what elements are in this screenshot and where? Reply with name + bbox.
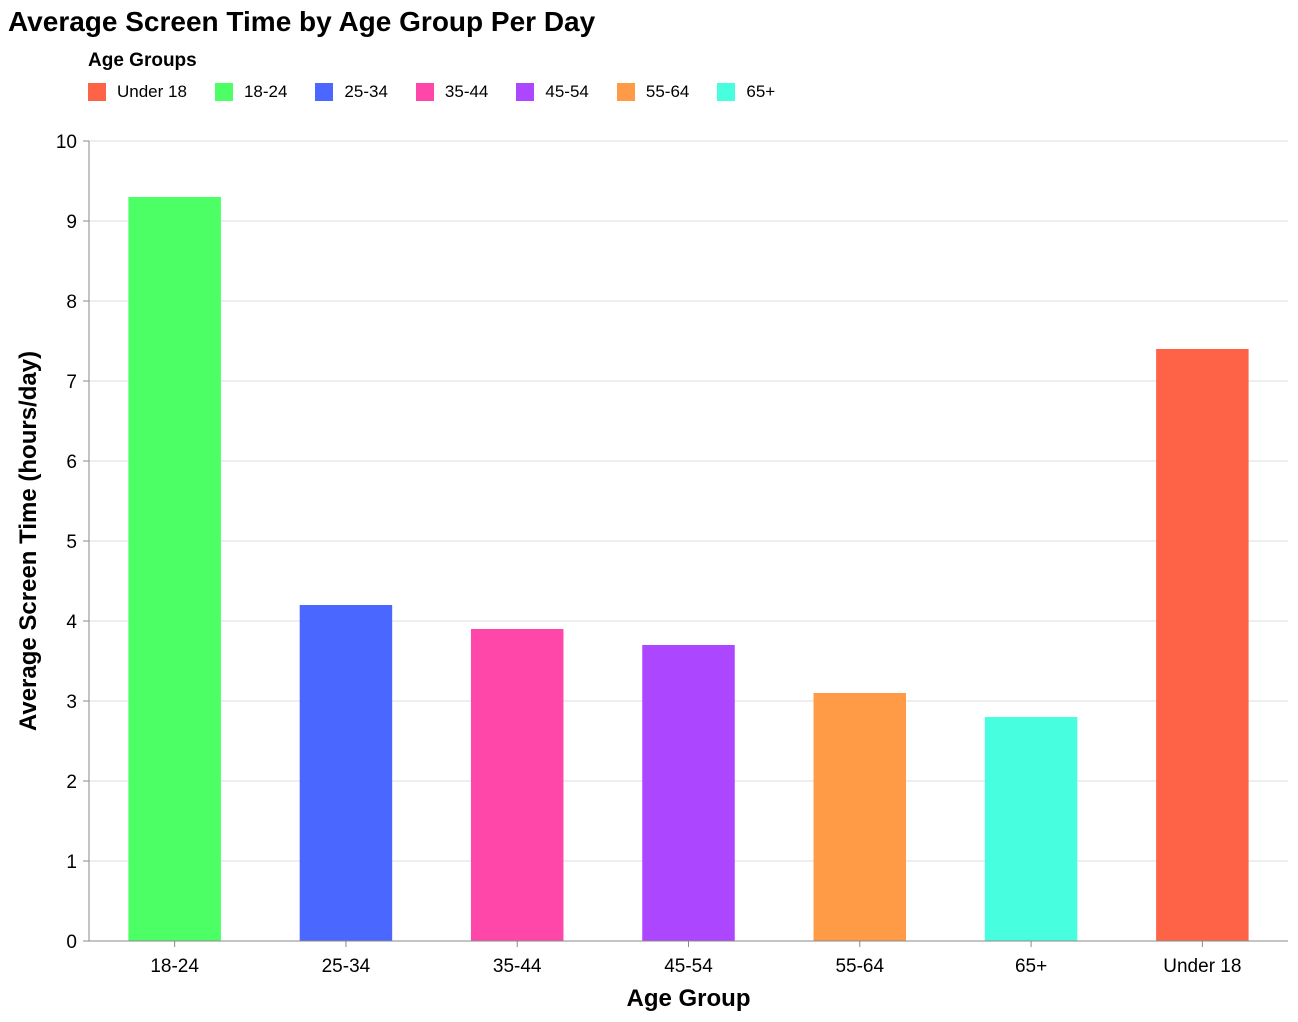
x-axis-title: Age Group xyxy=(627,985,751,1012)
legend-title: Age Groups xyxy=(88,50,197,71)
y-tick-label: 4 xyxy=(66,612,77,633)
legend-label: 35-44 xyxy=(444,82,489,101)
bar-35-44 xyxy=(470,629,564,941)
y-tick-label: 7 xyxy=(66,372,77,393)
legend-item: 45-54 xyxy=(516,82,589,102)
bar-under-18 xyxy=(1156,349,1249,941)
y-tick-label: 10 xyxy=(56,132,77,153)
legend-swatch xyxy=(415,83,434,101)
y-axis-title: Average Screen Time (hours/day) xyxy=(15,351,42,731)
y-tick-label: 2 xyxy=(66,772,77,793)
legend-swatch xyxy=(616,83,635,101)
legend-swatch xyxy=(516,83,535,101)
legend-swatch xyxy=(88,83,106,101)
legend-label: 18-24 xyxy=(243,82,288,101)
y-tick-label: 1 xyxy=(66,852,77,873)
bar-18-24 xyxy=(128,197,221,941)
legend-label: 65+ xyxy=(746,82,776,101)
legend-label: 55-64 xyxy=(645,82,690,101)
legend-item: 35-44 xyxy=(415,82,489,102)
y-tick-label: 0 xyxy=(66,932,77,953)
x-tick-label: 25-34 xyxy=(322,956,371,977)
legend-items: Under 18 18-24 25-34 35-44 45-54 55-64 65+ xyxy=(88,82,803,102)
legend-swatch xyxy=(214,83,233,101)
legend-item: 65+ xyxy=(717,82,775,102)
x-tick-label: 45-54 xyxy=(664,956,713,977)
legend-label: 45-54 xyxy=(545,82,589,101)
bar-55-64 xyxy=(813,693,907,941)
x-tick-label: Under 18 xyxy=(1163,956,1241,977)
legend-label: Under 18 xyxy=(117,82,187,101)
x-tick-label: 35-44 xyxy=(493,956,542,977)
legend-label: 25-34 xyxy=(344,82,388,101)
y-tick-label: 3 xyxy=(66,692,77,713)
x-tick-label: 55-64 xyxy=(835,956,884,977)
x-tick-label: 18-24 xyxy=(150,956,199,977)
legend-item: 18-24 xyxy=(214,82,288,102)
legend-swatch xyxy=(315,83,334,101)
x-tick-label: 65+ xyxy=(1015,956,1047,977)
y-tick-label: 9 xyxy=(66,212,77,233)
y-tick-label: 6 xyxy=(66,452,77,473)
legend-item: 55-64 xyxy=(616,82,690,102)
bar-65-plus xyxy=(984,717,1078,941)
y-tick-label: 5 xyxy=(66,532,77,553)
legend: Age Groups Under 18 18-24 25-34 35-44 45-54 5… xyxy=(88,50,803,102)
legend-item: Under 18 xyxy=(88,82,187,102)
y-tick-label: 8 xyxy=(66,292,77,313)
bar-45-54 xyxy=(642,645,735,941)
legend-swatch xyxy=(717,83,736,101)
chart-title: Average Screen Time by Age Group Per Day xyxy=(8,6,596,37)
bar-25-34 xyxy=(299,605,393,941)
legend-item: 25-34 xyxy=(315,82,388,102)
